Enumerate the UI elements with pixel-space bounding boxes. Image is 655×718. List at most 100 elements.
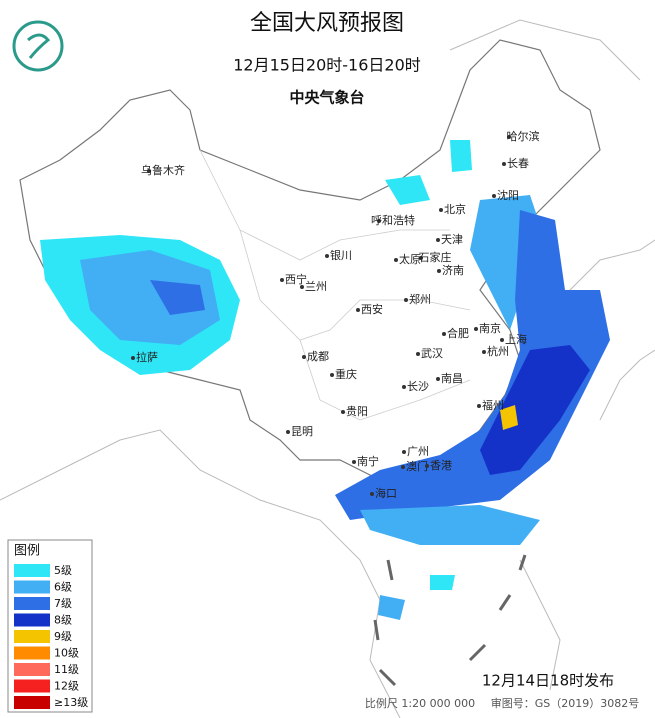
city-dot: [507, 135, 511, 139]
city-dot: [416, 352, 420, 356]
city-label: 长春: [507, 157, 529, 170]
city-dot: [437, 269, 441, 273]
legend-label: 8级: [54, 614, 72, 627]
city-label: 兰州: [305, 280, 327, 293]
legend-swatch: [14, 646, 50, 660]
city-dot: [439, 208, 443, 212]
legend-label: 7级: [54, 597, 72, 610]
city-label: 合肥: [447, 326, 469, 340]
legend-label: 5级: [54, 564, 72, 577]
legend-title: 图例: [14, 544, 40, 559]
legend-label: 10级: [54, 647, 79, 660]
legend-swatch: [14, 580, 50, 594]
scale: 比例尺 1:20 000 000: [365, 696, 475, 710]
city-label: 上海: [505, 332, 527, 346]
legend-swatch: [14, 564, 50, 577]
city-label: 广州: [407, 445, 429, 458]
city-label: 天津: [441, 233, 463, 246]
province-borders: [199, 149, 471, 421]
city-dot: [341, 410, 345, 414]
city-label: 南昌: [441, 372, 463, 385]
subtitle: 12月15日20时-16日20时: [233, 56, 421, 75]
legend-swatch: [14, 613, 50, 627]
city-label: 沈阳: [497, 188, 519, 202]
city-label: 呼和浩特: [371, 213, 415, 227]
city-dot: [147, 169, 151, 173]
city-label: 武汉: [421, 347, 443, 360]
city-label: 北京: [444, 202, 466, 216]
city-dot: [280, 278, 284, 282]
city-dot: [492, 194, 496, 198]
issued-time: 12月14日18时发布: [482, 672, 614, 690]
city-dot: [402, 450, 406, 454]
dash-line: [373, 554, 527, 687]
city-dot: [300, 285, 304, 289]
city-label: 海口: [375, 486, 397, 500]
city-label: 哈尔滨: [507, 129, 540, 143]
city-label: 长沙: [407, 380, 429, 393]
city-dot: [370, 492, 374, 496]
city-label: 银川: [330, 248, 352, 262]
city-label: 澳门: [406, 459, 428, 473]
city-label: 香港: [430, 459, 452, 472]
legend-label: 6级: [54, 581, 72, 594]
city-dot: [394, 258, 398, 262]
legend-label: 9级: [54, 630, 72, 643]
city-dot: [401, 465, 405, 469]
legend-swatch: [14, 679, 50, 693]
city-dot: [404, 298, 408, 302]
city-dot: [474, 327, 478, 331]
city-label: 南宁: [357, 454, 379, 468]
city-dot: [477, 404, 481, 408]
city-dot: [436, 238, 440, 242]
legend-swatch: [14, 663, 50, 676]
legend-label: 12级: [54, 680, 79, 693]
city-dot: [425, 464, 429, 468]
city-label: 昆明: [291, 425, 313, 438]
city-label: 石家庄: [419, 250, 452, 264]
city-dot: [442, 332, 446, 336]
city-dot: [352, 460, 356, 464]
city-label: 太原: [399, 253, 421, 266]
legend-swatch: [14, 696, 50, 709]
city-label: 杭州: [487, 344, 509, 358]
legend-label: ≥13级: [54, 696, 88, 709]
logo-mark: [27, 33, 51, 59]
neighbor-borders: [0, 19, 655, 718]
legend-swatch: [14, 630, 50, 643]
city-dot: [377, 219, 381, 223]
city-dot: [356, 308, 360, 312]
city-label: 西安: [361, 302, 383, 316]
city-label: 南京: [479, 321, 501, 335]
city-dot: [325, 254, 329, 258]
city-label: 重庆: [335, 367, 357, 381]
logo: [12, 20, 64, 72]
issuer: 中央气象台: [289, 89, 364, 107]
city-dot: [302, 355, 306, 359]
city-dot: [419, 256, 423, 260]
title: 全国大风预报图: [250, 11, 404, 36]
approval: 审图号：GS（2019）3082号: [491, 696, 640, 710]
city-label: 西宁: [285, 272, 307, 286]
city-label: 郑州: [409, 292, 431, 306]
city-dot: [330, 373, 334, 377]
city-label: 济南: [442, 263, 464, 277]
wind-areas: [40, 140, 610, 620]
city-dot: [502, 162, 506, 166]
city-dot: [131, 356, 135, 360]
legend-swatch: [14, 597, 50, 610]
city-label: 成都: [307, 350, 329, 363]
city-dot: [500, 338, 504, 342]
city-label: 乌鲁木齐: [141, 163, 185, 177]
city-dot: [436, 377, 440, 381]
legend-label: 11级: [54, 663, 79, 676]
city-dot: [402, 385, 406, 389]
city-label: 福州: [482, 398, 504, 412]
city-label: 拉萨: [136, 350, 158, 364]
city-dot: [482, 350, 486, 354]
city-label: 贵阳: [346, 405, 368, 418]
city-dot: [286, 430, 290, 434]
